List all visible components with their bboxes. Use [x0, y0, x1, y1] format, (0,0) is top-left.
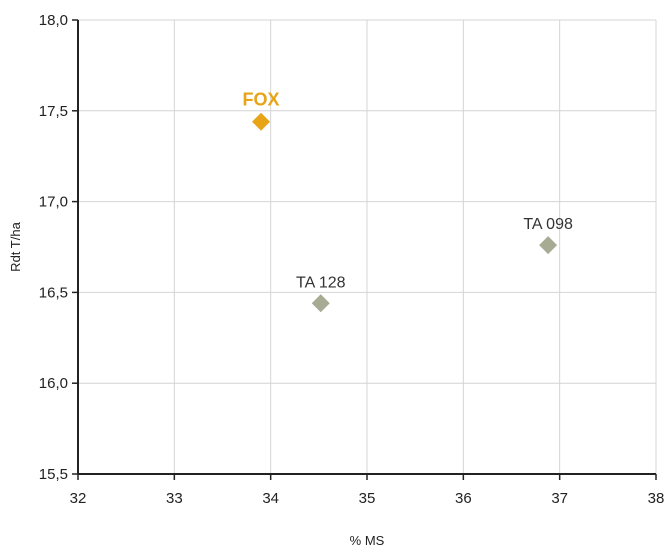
y-tick-label: 18,0 — [39, 12, 68, 29]
x-tick-label: 36 — [455, 490, 472, 507]
x-tick-labels: 32 33 34 35 36 37 38 — [70, 490, 665, 507]
x-tick-label: 35 — [359, 490, 376, 507]
x-tick-label: 34 — [262, 490, 279, 507]
point-labels: FOX TA 128 TA 098 — [243, 90, 573, 292]
y-tick-label: 16,0 — [39, 375, 68, 392]
y-tick-label: 15,5 — [39, 466, 68, 483]
y-tick-label: 17,0 — [39, 194, 68, 211]
y-axis-title: Rdt T/ha — [8, 221, 23, 271]
data-point-ta-128 — [311, 294, 330, 313]
point-label-ta-128: TA 128 — [296, 274, 346, 291]
x-tick-label: 33 — [166, 490, 183, 507]
data-points — [252, 112, 558, 313]
data-point-fox — [252, 112, 271, 131]
y-tick-label: 16,5 — [39, 284, 68, 301]
point-label-ta-098: TA 098 — [523, 216, 573, 233]
axes — [72, 19, 657, 480]
grid-lines — [77, 19, 657, 475]
point-label-fox: FOX — [243, 90, 280, 110]
y-tick-labels: 15,5 16,0 16,5 17,0 17,5 18,0 — [39, 12, 68, 483]
x-tick-label: 32 — [70, 490, 87, 507]
x-tick-label: 38 — [648, 490, 665, 507]
x-tick-label: 37 — [551, 490, 568, 507]
y-tick-label: 17,5 — [39, 103, 68, 120]
data-point-ta-098 — [539, 236, 558, 255]
x-axis-title: % MS — [350, 533, 385, 548]
